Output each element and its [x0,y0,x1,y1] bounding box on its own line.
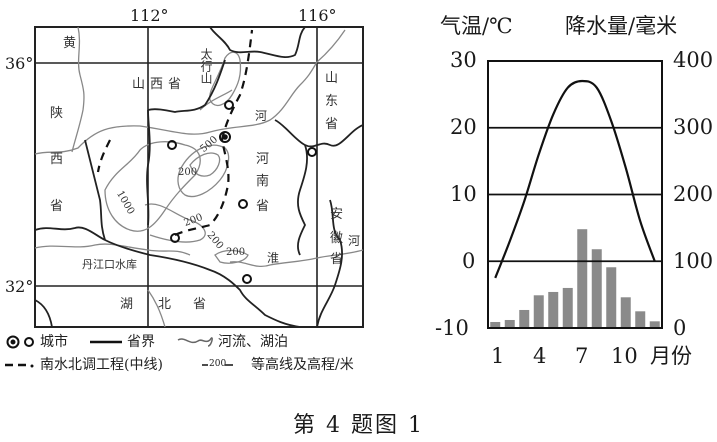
label-hubei-1: 湖 [120,297,134,312]
label-henan-3: 省 [256,199,270,214]
label-shaanxi-3: 省 [50,199,64,214]
right-tick-400: 400 [673,48,714,72]
label-huang: 黄 [63,36,77,51]
right-tick-200: 200 [673,182,714,206]
province-borders [34,26,364,328]
label-shanxi: 山西省 [132,77,187,92]
legend-symbols [5,335,233,368]
precipitation-bar [562,287,573,328]
map-frame [34,26,364,328]
label-henan-1: 河 [256,152,270,167]
precipitation-bar [620,297,631,328]
figure-caption: 第 4 题图 1 [293,413,424,438]
left-tick-10: 10 [450,182,477,206]
legend-contour: 等高线及高程/米 [251,357,354,373]
precipitation-bar [591,249,602,328]
label-shaanxi-1: 陕 [50,106,64,121]
x-tick-1: 1 [491,344,505,368]
legend-river-lake: 河流、湖泊 [218,334,288,350]
cities [167,100,317,284]
right-tick-100: 100 [673,249,714,273]
precipitation-bar [504,319,515,328]
chart-frame [487,60,663,329]
rivers [34,26,364,328]
x-tick-7: 7 [575,344,589,368]
label-anhui-1: 安 [330,207,344,222]
precipitation-bar [577,229,588,328]
label-taihang: 太行山 [199,48,213,84]
latitude-32-label: 32° [5,277,34,296]
x-tick-4: 4 [533,344,547,368]
left-tick-minus10: -10 [435,316,469,340]
left-axis-label: 气温/℃ [440,14,513,38]
precipitation-bar [490,321,501,328]
label-huai: 淮 [267,251,280,265]
precipitation-bar [635,311,646,328]
label-henan-2: 南 [256,174,270,189]
label-anhui-2: 徽 [330,231,344,246]
legend-south-north-water: 南水北调工程(中线) [40,357,163,373]
contour-label-200-a: 200 [178,167,198,178]
right-axis-label: 降水量/毫米 [565,14,678,38]
precipitation-bar [548,291,559,328]
longitude-112-label: 112° [130,6,169,25]
label-shandong-1: 山 [325,71,339,86]
left-tick-20: 20 [450,115,477,139]
x-axis-unit: 月份 [650,344,692,368]
left-tick-0: 0 [462,249,476,273]
latitude-36-label: 36° [5,54,34,73]
label-hubei-3: 省 [193,297,207,312]
label-anhui-river: 河 [348,234,361,248]
label-shandong-3: 省 [325,117,339,132]
precipitation-bar [519,309,530,328]
south-north-water-line [96,29,254,236]
legend-province-border: 省界 [127,334,155,350]
label-shaanxi-2: 西 [50,152,64,167]
legend-city: 城市 [40,334,68,350]
chart-gridlines [488,126,662,263]
label-he-river: 河 [255,109,268,123]
contour-label-200-d: 200 [226,247,246,258]
precipitation-bar [533,295,544,328]
temperature-curve [494,79,656,279]
label-anhui-3: 省 [330,252,344,267]
longitude-116-label: 116° [298,6,337,25]
precipitation-bar [606,267,617,328]
right-tick-300: 300 [673,115,714,139]
left-tick-30: 30 [450,48,477,72]
precipitation-bar [649,321,660,328]
label-hubei-2: 北 [158,297,172,312]
precipitation-bars [490,229,660,328]
x-tick-10: 10 [611,344,638,368]
label-danjiangkou: 丹江口水库 [82,258,137,271]
legend-contour-sample: 200 [209,359,227,369]
label-shandong-2: 东 [325,94,339,109]
right-tick-0: 0 [673,316,687,340]
